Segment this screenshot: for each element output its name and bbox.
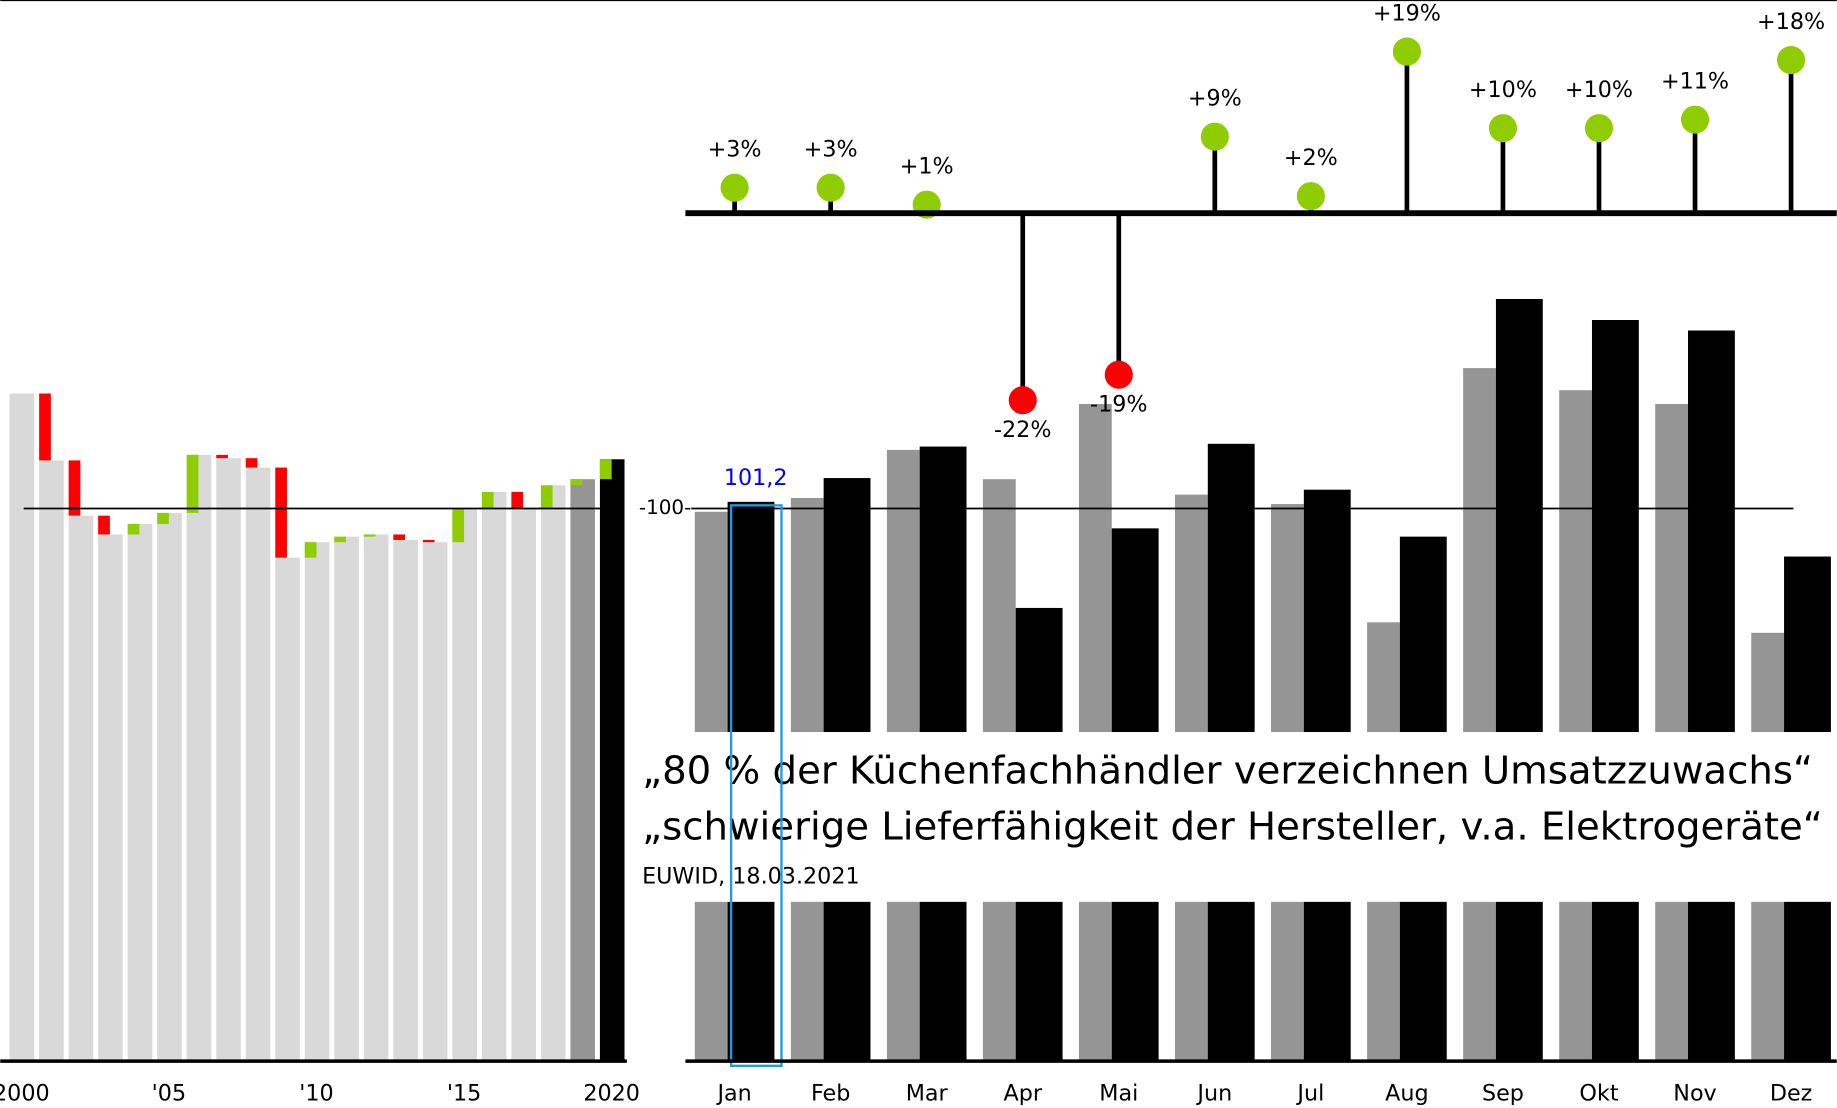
x-tick-label: Jan: [715, 1080, 751, 1106]
x-tick-label: Mai: [1099, 1080, 1138, 1106]
bar: [452, 508, 477, 1062]
bar: [481, 491, 507, 1062]
value-label: 101,2: [724, 465, 788, 491]
variance-label: +10%: [1565, 77, 1633, 103]
bar: [422, 542, 448, 1062]
decrease-segment: [511, 491, 524, 509]
variance-dot: [1008, 386, 1037, 415]
increase-segment: [481, 491, 494, 509]
increase-segment: [599, 459, 612, 480]
x-tick-label: 2000: [0, 1080, 50, 1106]
annotation: „schwierige Lieferfähigkeit der Herstell…: [642, 805, 1823, 850]
variance-dot: [1392, 37, 1421, 66]
decrease-segment: [393, 534, 406, 540]
increase-segment: [304, 542, 317, 558]
decrease-segment: [422, 539, 435, 543]
variance-label: -22%: [994, 417, 1051, 443]
variance-label: -19%: [1090, 392, 1147, 418]
bar: [1688, 330, 1735, 1062]
bar: [1591, 320, 1639, 1062]
increase-segment: [570, 479, 583, 486]
variance-dot: [1200, 122, 1229, 151]
x-tick-label: Dez: [1770, 1080, 1813, 1106]
variance-label: +3%: [708, 137, 762, 163]
bar: [127, 523, 153, 1062]
increase-segment: [363, 534, 376, 537]
increase-segment: [157, 512, 169, 524]
variance-dot: [816, 173, 845, 202]
increase-segment: [540, 485, 553, 509]
x-tick-label: 2020: [583, 1080, 640, 1106]
variance-label: +1%: [900, 154, 954, 180]
bar: [275, 557, 300, 1062]
bar: [1559, 390, 1592, 1062]
x-tick-label: Okt: [1579, 1080, 1618, 1106]
bar: [216, 458, 241, 1062]
annotation-source: EUWID, 18.03.2021: [642, 864, 860, 890]
increase-segment: [334, 536, 346, 543]
decrease-segment: [98, 515, 110, 535]
increase-segment: [452, 508, 465, 543]
bar: [599, 459, 625, 1062]
variance-dot: [720, 173, 749, 202]
variance-label: +10%: [1469, 77, 1537, 103]
x-tick-label: '10: [299, 1080, 333, 1106]
bar: [245, 467, 271, 1062]
x-tick-label: '05: [152, 1080, 186, 1106]
x-tick-label: Apr: [1003, 1080, 1042, 1106]
variance-dot: [1488, 114, 1518, 143]
increase-segment: [127, 523, 140, 535]
x-tick-label: Feb: [811, 1080, 850, 1106]
x-tick-label: Sep: [1482, 1080, 1524, 1106]
variance-label: +11%: [1661, 69, 1729, 95]
variance-label: +2%: [1284, 145, 1338, 171]
variance-dot: [1777, 46, 1806, 75]
bar: [157, 512, 182, 1062]
bar: [570, 479, 596, 1062]
bar: [334, 536, 359, 1062]
x-tick-label: Jul: [1295, 1080, 1324, 1106]
decrease-segment: [245, 458, 258, 468]
variance-dot: [1104, 360, 1133, 389]
decrease-segment: [216, 454, 228, 459]
bar: [511, 508, 536, 1062]
bar: [1495, 299, 1543, 1062]
x-tick-label: Aug: [1385, 1080, 1428, 1106]
increase-segment: [186, 454, 199, 513]
bar: [39, 460, 64, 1062]
x-tick-label: '15: [447, 1080, 481, 1106]
variance-dot: [1296, 182, 1325, 211]
bar: [186, 454, 212, 1062]
variance-label: +9%: [1188, 86, 1242, 112]
x-tick-label: Mar: [906, 1080, 949, 1106]
bar: [363, 534, 389, 1062]
axis-break: [625, 732, 1837, 902]
y-tick-label: -100-: [639, 496, 691, 519]
bar: [393, 539, 418, 1062]
x-tick-label: Jun: [1195, 1080, 1232, 1106]
bar: [540, 485, 566, 1062]
decrease-segment: [275, 467, 287, 558]
x-tick-label: Nov: [1673, 1080, 1716, 1106]
variance-dot: [1680, 105, 1710, 134]
variance-dot: [1584, 114, 1614, 143]
highlight: [729, 504, 783, 1068]
bar: [304, 542, 330, 1062]
variance-label: +18%: [1757, 9, 1825, 35]
decrease-segment: [39, 393, 51, 461]
annotation: „80 % der Küchenfachhändler verzeichnen …: [642, 749, 1813, 794]
variance-label: +3%: [804, 137, 858, 163]
bar: [1463, 368, 1496, 1062]
bar: [98, 534, 123, 1062]
variance-label: +19%: [1373, 1, 1441, 27]
decrease-segment: [68, 460, 81, 516]
bar: [9, 393, 35, 1062]
bar: [68, 515, 94, 1062]
